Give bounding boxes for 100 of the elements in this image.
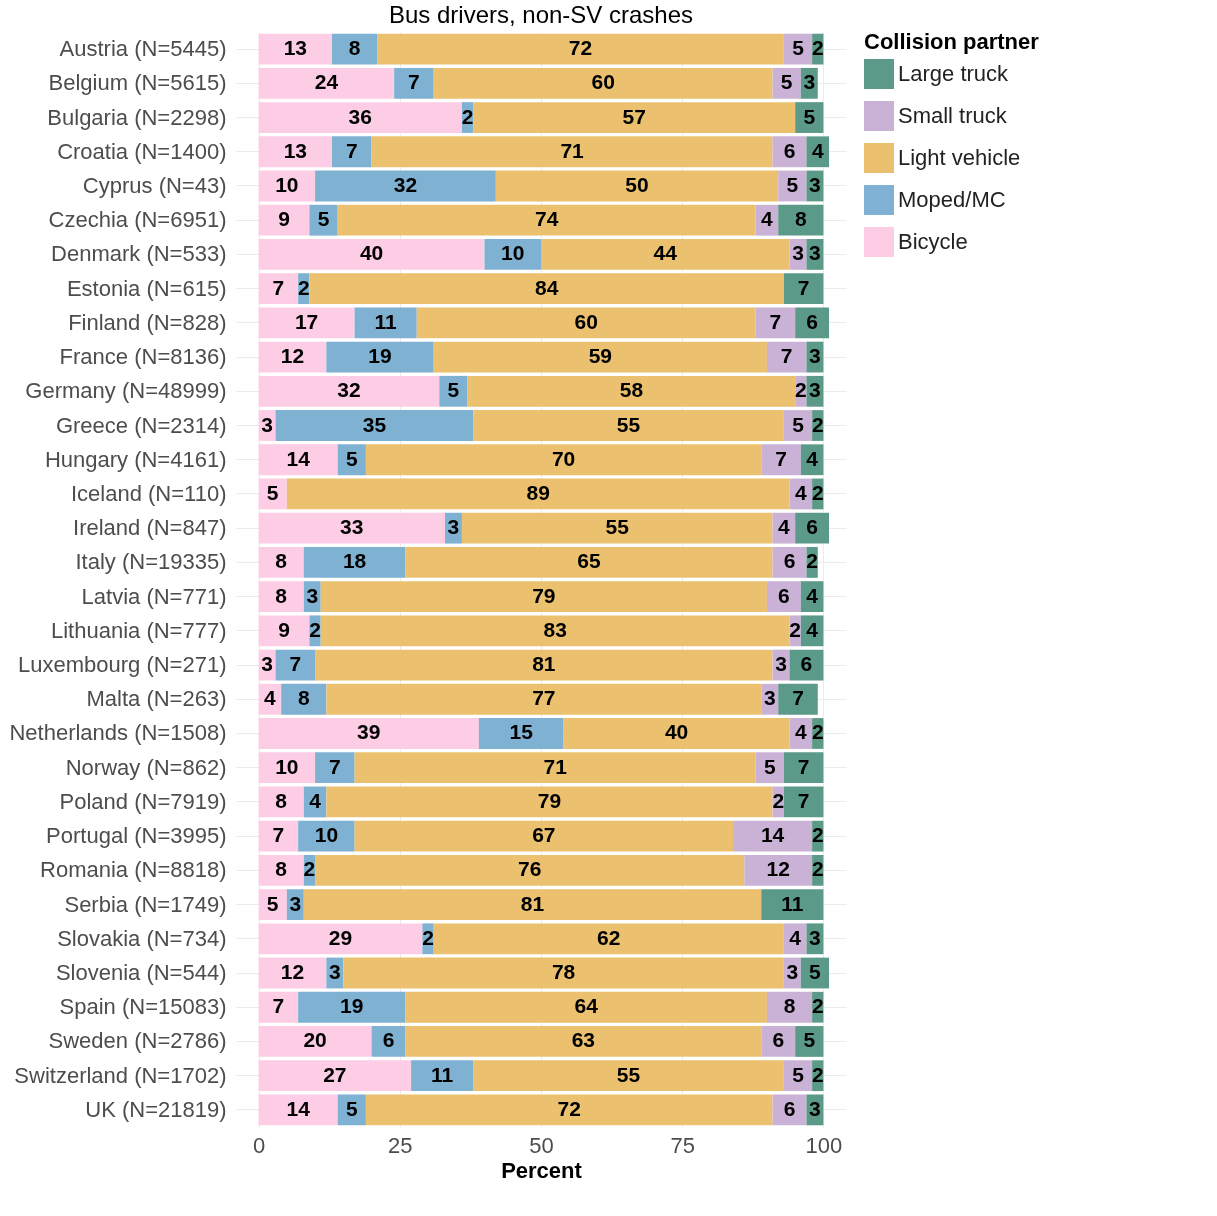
data-label: 10 bbox=[275, 172, 299, 196]
bar bbox=[733, 820, 813, 852]
data-label: 4 bbox=[309, 788, 322, 812]
data-label: 13 bbox=[283, 138, 307, 162]
bar bbox=[761, 444, 801, 476]
data-label: 55 bbox=[616, 412, 641, 436]
bar bbox=[354, 307, 417, 339]
y-tick-label: Poland (N=7919) bbox=[59, 788, 227, 814]
data-label: 8 bbox=[348, 36, 361, 60]
bar bbox=[783, 273, 824, 305]
bar bbox=[778, 683, 818, 715]
y-tick-label: Romania (N=8818) bbox=[40, 857, 227, 883]
data-label: 2 bbox=[309, 617, 321, 641]
data-label: 2 bbox=[422, 925, 434, 949]
data-label: 7 bbox=[780, 344, 793, 368]
data-label: 3 bbox=[775, 652, 787, 676]
data-label: 12 bbox=[280, 344, 305, 368]
bar bbox=[258, 718, 479, 749]
data-label: 12 bbox=[280, 960, 305, 984]
data-label: 3 bbox=[809, 1096, 821, 1120]
data-label: 2 bbox=[811, 994, 824, 1018]
data-label: 4 bbox=[811, 138, 824, 162]
data-label: 3 bbox=[261, 652, 273, 676]
data-label: 62 bbox=[597, 925, 621, 949]
data-label: 6 bbox=[806, 309, 818, 333]
bar bbox=[258, 102, 462, 133]
data-label: 3 bbox=[809, 925, 821, 949]
y-tick-label: Austria (N=5445) bbox=[59, 36, 227, 62]
bar bbox=[258, 67, 395, 99]
bar bbox=[315, 170, 496, 202]
data-label: 6 bbox=[800, 652, 813, 676]
bar bbox=[258, 444, 338, 476]
bar bbox=[326, 341, 434, 373]
bar bbox=[258, 854, 304, 886]
y-tick-label: Luxembourg (N=271) bbox=[17, 652, 227, 678]
bar bbox=[258, 1094, 338, 1126]
data-label: 2 bbox=[806, 549, 818, 573]
data-label: 2 bbox=[303, 857, 316, 881]
bar bbox=[258, 273, 299, 305]
bar bbox=[332, 33, 378, 65]
bar bbox=[365, 444, 762, 476]
y-tick-label: Iceland (N=110) bbox=[70, 480, 227, 506]
data-label: 5 bbox=[792, 1062, 805, 1086]
x-tick-label: 25 bbox=[388, 1132, 413, 1158]
bar bbox=[783, 752, 824, 784]
y-tick-label: Sweden (N=2786) bbox=[48, 1028, 227, 1054]
data-label: 10 bbox=[314, 823, 339, 847]
data-label: 40 bbox=[664, 720, 689, 744]
data-label: 5 bbox=[266, 891, 279, 915]
bar bbox=[303, 889, 762, 920]
data-label: 5 bbox=[803, 104, 816, 128]
data-label: 3 bbox=[329, 960, 341, 984]
bar bbox=[433, 923, 784, 955]
data-label: 5 bbox=[345, 446, 358, 470]
bar bbox=[766, 991, 813, 1023]
data-label: 5 bbox=[763, 754, 776, 778]
y-tick-label: Latvia (N=771) bbox=[81, 583, 227, 609]
data-label: 10 bbox=[275, 754, 299, 778]
data-label: 4 bbox=[806, 617, 819, 641]
data-label: 72 bbox=[568, 36, 593, 60]
x-tick-label: 50 bbox=[529, 1132, 554, 1158]
data-label: 39 bbox=[357, 720, 381, 744]
bar bbox=[744, 854, 813, 886]
data-label: 40 bbox=[359, 241, 384, 265]
bar bbox=[405, 991, 767, 1023]
data-label: 7 bbox=[797, 788, 810, 812]
data-label: 3 bbox=[809, 172, 821, 196]
bar bbox=[309, 273, 784, 305]
data-label: 2 bbox=[811, 480, 824, 504]
data-label: 4 bbox=[794, 720, 807, 744]
y-tick-label: Switzerland (N=1702) bbox=[14, 1062, 227, 1088]
data-label: 71 bbox=[543, 754, 568, 778]
legend-label: Moped/MC bbox=[898, 187, 1006, 212]
bar bbox=[258, 204, 310, 236]
bar bbox=[332, 136, 372, 168]
data-label: 4 bbox=[806, 446, 819, 470]
data-label: 77 bbox=[532, 686, 556, 710]
data-label: 8 bbox=[275, 583, 288, 607]
data-label: 3 bbox=[809, 378, 821, 402]
data-label: 19 bbox=[340, 994, 364, 1018]
bar bbox=[286, 478, 790, 510]
data-label: 4 bbox=[794, 480, 807, 504]
y-tick-label: Slovakia (N=734) bbox=[57, 925, 227, 951]
bar bbox=[766, 341, 807, 373]
bar bbox=[371, 136, 773, 168]
y-tick-label: Ireland (N=847) bbox=[73, 515, 227, 541]
data-label: 5 bbox=[792, 412, 805, 436]
data-label: 29 bbox=[328, 925, 353, 949]
data-label: 4 bbox=[789, 925, 802, 949]
data-label: 57 bbox=[622, 104, 646, 128]
data-label: 2 bbox=[297, 275, 310, 299]
data-label: 60 bbox=[591, 70, 615, 94]
data-label: 5 bbox=[809, 960, 822, 984]
data-label: 7 bbox=[345, 138, 358, 162]
data-label: 50 bbox=[625, 172, 649, 196]
bar bbox=[281, 683, 327, 715]
bar bbox=[354, 752, 756, 784]
y-tick-label: Greece (N=2314) bbox=[55, 412, 227, 438]
bar bbox=[315, 649, 773, 681]
bar bbox=[411, 1060, 474, 1092]
